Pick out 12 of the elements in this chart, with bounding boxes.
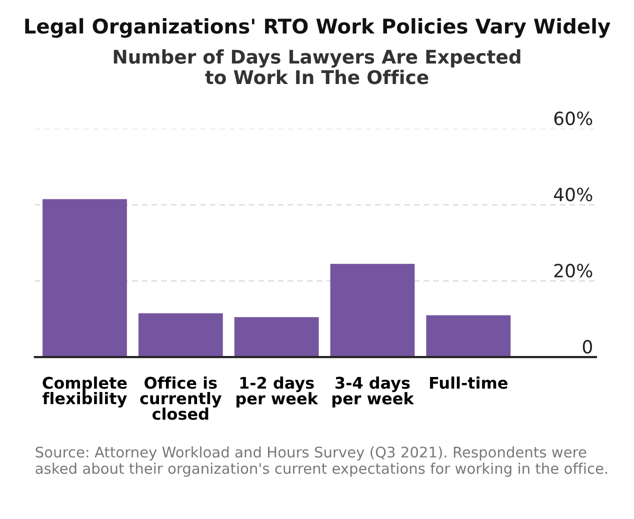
- chart-title: Legal Organizations' RTO Work Policies Vary Widely: [25, 18, 610, 38]
- chart-subtitle: Number of Days Lawyers Are Expected to Work In The Office: [114, 49, 520, 84]
- y-tick-label: 60%: [554, 112, 592, 126]
- y-tick-label: 20%: [554, 264, 592, 278]
- y-tick-label: 0: [582, 340, 592, 354]
- x-tick-label: Full-time: [430, 376, 508, 389]
- x-tick-label: Complete flexibility: [42, 376, 127, 408]
- y-tick-label: 40%: [554, 188, 592, 202]
- x-tick-label: 3-4 days per week: [332, 376, 414, 408]
- source-note: Source: Attorney Workload and Hours Survey (Q3 2021). Respondents were asked about their organization's current expectations for working in the office.: [36, 446, 608, 477]
- x-tick-label: Office is currently closed: [140, 376, 222, 420]
- x-tick-label: 1-2 days per week: [236, 376, 318, 408]
